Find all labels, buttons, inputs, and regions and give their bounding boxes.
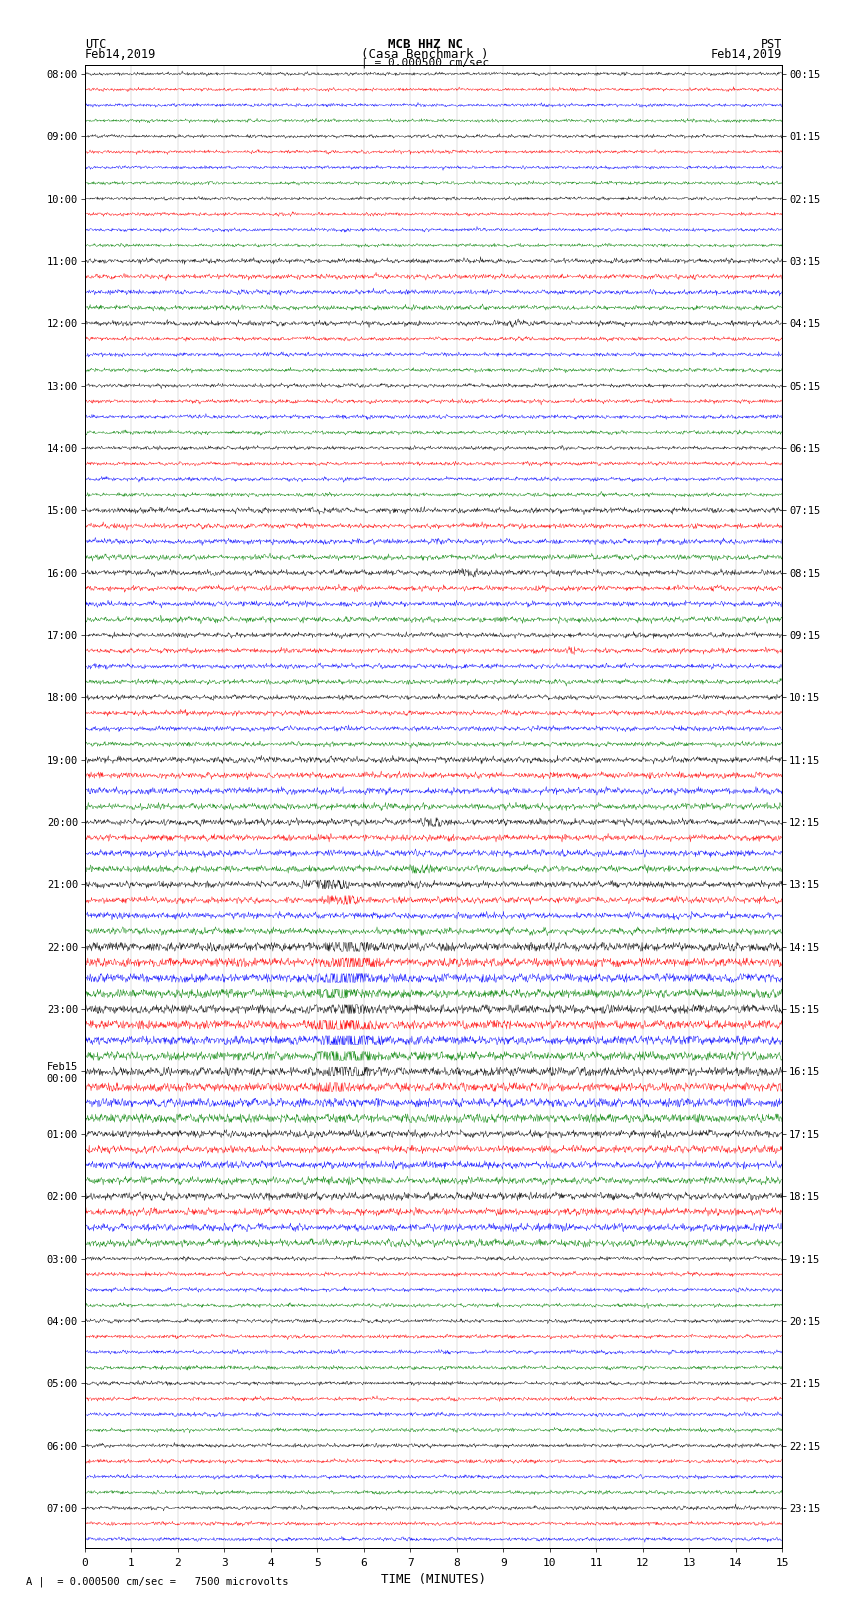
Text: A |  = 0.000500 cm/sec =   7500 microvolts: A | = 0.000500 cm/sec = 7500 microvolts [26,1576,288,1587]
Text: (Casa Benchmark ): (Casa Benchmark ) [361,47,489,61]
Text: MCB HHZ NC: MCB HHZ NC [388,37,462,52]
Text: | = 0.000500 cm/sec: | = 0.000500 cm/sec [361,58,489,68]
Text: UTC: UTC [85,37,106,52]
Text: Feb14,2019: Feb14,2019 [85,47,156,61]
Text: Feb14,2019: Feb14,2019 [711,47,782,61]
Text: PST: PST [761,37,782,52]
X-axis label: TIME (MINUTES): TIME (MINUTES) [381,1573,486,1586]
